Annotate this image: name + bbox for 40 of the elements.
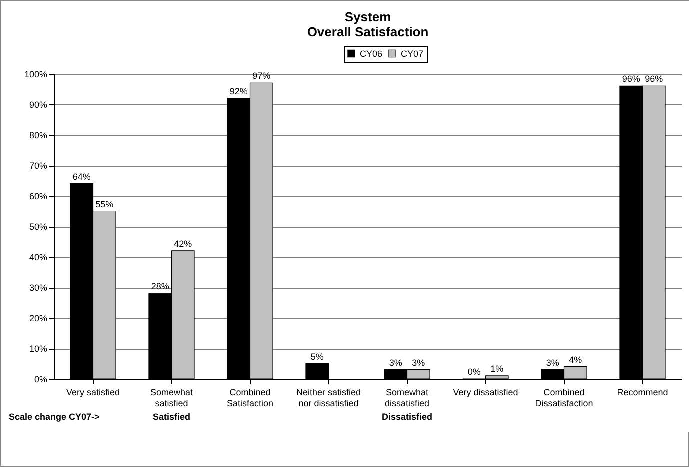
x-tick-label: Recommend: [617, 388, 668, 398]
x-tick-label: Very satisfied: [66, 388, 120, 398]
y-tick-label: 80%: [29, 130, 48, 140]
y-tick-label: 50%: [29, 222, 48, 232]
data-label: 96%: [622, 74, 640, 84]
data-label: 0%: [468, 367, 481, 377]
data-label: 96%: [645, 74, 664, 84]
data-label: 28%: [151, 282, 170, 292]
data-label: 1%: [490, 364, 504, 374]
chart-title: System Overall Satisfaction: [307, 10, 429, 40]
x-tick-label: Somewhat dissatisfied: [384, 388, 430, 408]
y-tick-label: 40%: [29, 252, 48, 262]
data-label: 55%: [96, 199, 114, 210]
data-label: 92%: [230, 86, 248, 96]
y-tick-label: 60%: [29, 192, 48, 202]
y-tick-label: 10%: [29, 344, 48, 354]
data-label: 4%: [569, 354, 582, 365]
data-label: 3%: [389, 358, 402, 368]
data-label: 97%: [252, 71, 271, 82]
x-tick-label: Somewhat satisfied: [150, 388, 194, 408]
text: Scale change CY07->: [9, 412, 100, 422]
x-tick-label: Combined Satisfaction: [226, 388, 274, 408]
x-tick-label: Combined Dissatisfaction: [535, 388, 594, 408]
legend-label: CY07: [401, 48, 424, 59]
data-label: 3%: [412, 358, 426, 368]
text: Satisfied: [152, 412, 191, 422]
x-tick-label: Neither satisfied nor dissatisfied: [296, 388, 362, 408]
x-tick-label: Very dissatisfied: [453, 388, 518, 398]
data-label: 42%: [174, 238, 192, 249]
data-label: 3%: [546, 358, 560, 368]
y-tick-label: 30%: [29, 283, 48, 293]
y-tick-label: 90%: [29, 100, 48, 110]
text: Dissatisfied: [382, 412, 433, 422]
y-tick-label: 0%: [34, 374, 48, 384]
data-label: 5%: [310, 352, 324, 362]
data-label: 64%: [72, 172, 91, 182]
y-tick-label: 100%: [24, 70, 48, 80]
legend-label: CY06: [360, 48, 383, 59]
y-tick-label: 70%: [29, 161, 48, 171]
y-tick-label: 20%: [29, 314, 48, 324]
